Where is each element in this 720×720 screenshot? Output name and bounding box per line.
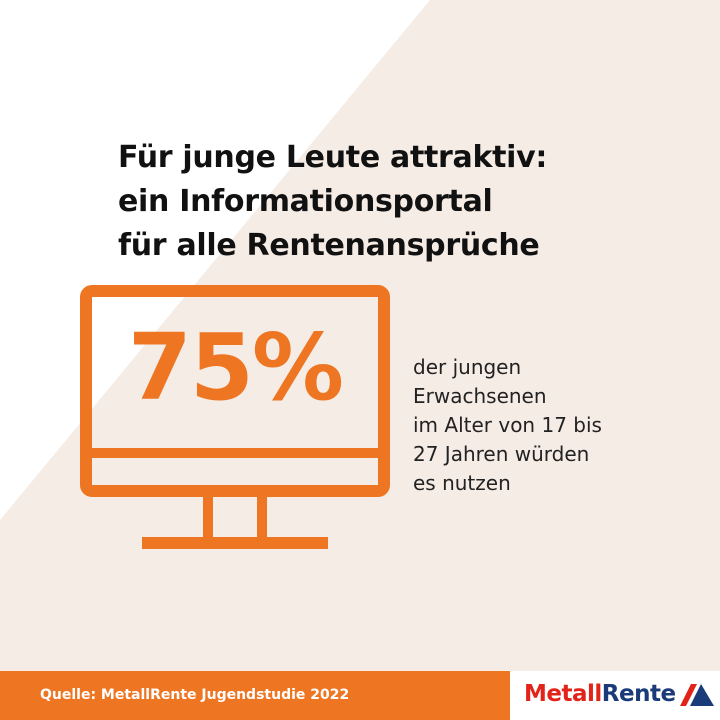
monitor-icon — [80, 285, 390, 549]
description-line-5: es nutzen — [413, 471, 511, 495]
description-line-1: der jungen — [413, 355, 522, 379]
source-footer: Quelle: MetallRente Jugendstudie 2022 — [0, 671, 510, 720]
headline: Für junge Leute attraktiv: ein Informati… — [118, 136, 547, 268]
description-line-3: im Alter von 17 bis — [413, 413, 602, 437]
logo-wordmark: MetallRente — [524, 681, 676, 707]
headline-line-1: Für junge Leute attraktiv: — [118, 140, 548, 175]
metallrente-logo: MetallRente — [510, 671, 720, 720]
logo-wordmark-rente: Rente — [601, 681, 676, 707]
source-text: Quelle: MetallRente Jugendstudie 2022 — [40, 687, 350, 703]
description-line-4: 27 Jahren würden — [413, 442, 590, 466]
metallrente-logo-icon — [680, 684, 714, 706]
headline-line-3: für alle Rentenansprüche — [118, 228, 540, 263]
logo-wordmark-metall: Metall — [524, 681, 602, 707]
headline-line-2: ein Informationsportal — [118, 184, 493, 219]
stat-description: der jungen Erwachsenen im Alter von 17 b… — [413, 353, 602, 498]
stat-percentage: 75% — [127, 314, 344, 421]
description-line-2: Erwachsenen — [413, 384, 547, 408]
